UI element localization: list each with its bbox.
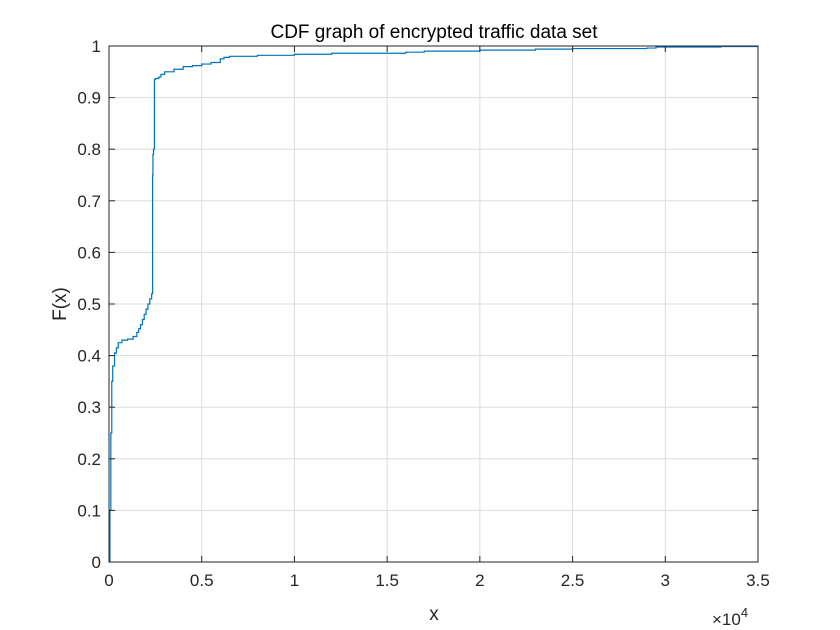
y-tick-label: 0.4: [77, 347, 101, 366]
x-tick-label: 0: [104, 571, 113, 590]
y-tick-label: 0: [92, 553, 101, 572]
x-axis-multiplier-base: ×10: [712, 610, 741, 629]
x-axis-multiplier: ×104: [712, 605, 748, 629]
y-tick-label: 0.6: [77, 243, 101, 262]
x-axis-multiplier-exponent: 4: [741, 605, 748, 620]
y-axis-title: F(x): [50, 287, 71, 321]
cdf-series-line: [109, 45, 759, 563]
y-tick-label: 0.9: [77, 89, 101, 108]
y-tick-label: 0.1: [77, 501, 101, 520]
y-tick-label: 0.7: [77, 192, 101, 211]
x-tick-label: 1: [290, 571, 299, 590]
y-tick-label: 0.3: [77, 398, 101, 417]
x-tick-label: 2: [475, 571, 484, 590]
ticks: 0 0.5 1 1.5 2 2.5 3 3.5 0 0.1 0.2 0.3 0.4 0.5 0.6 0.7 0.…: [77, 37, 769, 590]
y-tick-label: 0.5: [77, 295, 101, 314]
chart-title: CDF graph of encrypted traffic data set: [270, 22, 598, 43]
x-tick-label: 3: [661, 571, 670, 590]
x-tick-label: 0.5: [190, 571, 214, 590]
y-tick-label: 1: [92, 37, 101, 56]
x-axis-title: x: [429, 604, 439, 625]
x-tick-label: 2.5: [561, 571, 585, 590]
series-layer: [109, 45, 759, 563]
y-tick-label: 0.2: [77, 450, 101, 469]
x-tick-label: 3.5: [746, 571, 770, 590]
x-tick-label: 1.5: [375, 571, 399, 590]
y-tick-label: 0.8: [77, 140, 101, 159]
